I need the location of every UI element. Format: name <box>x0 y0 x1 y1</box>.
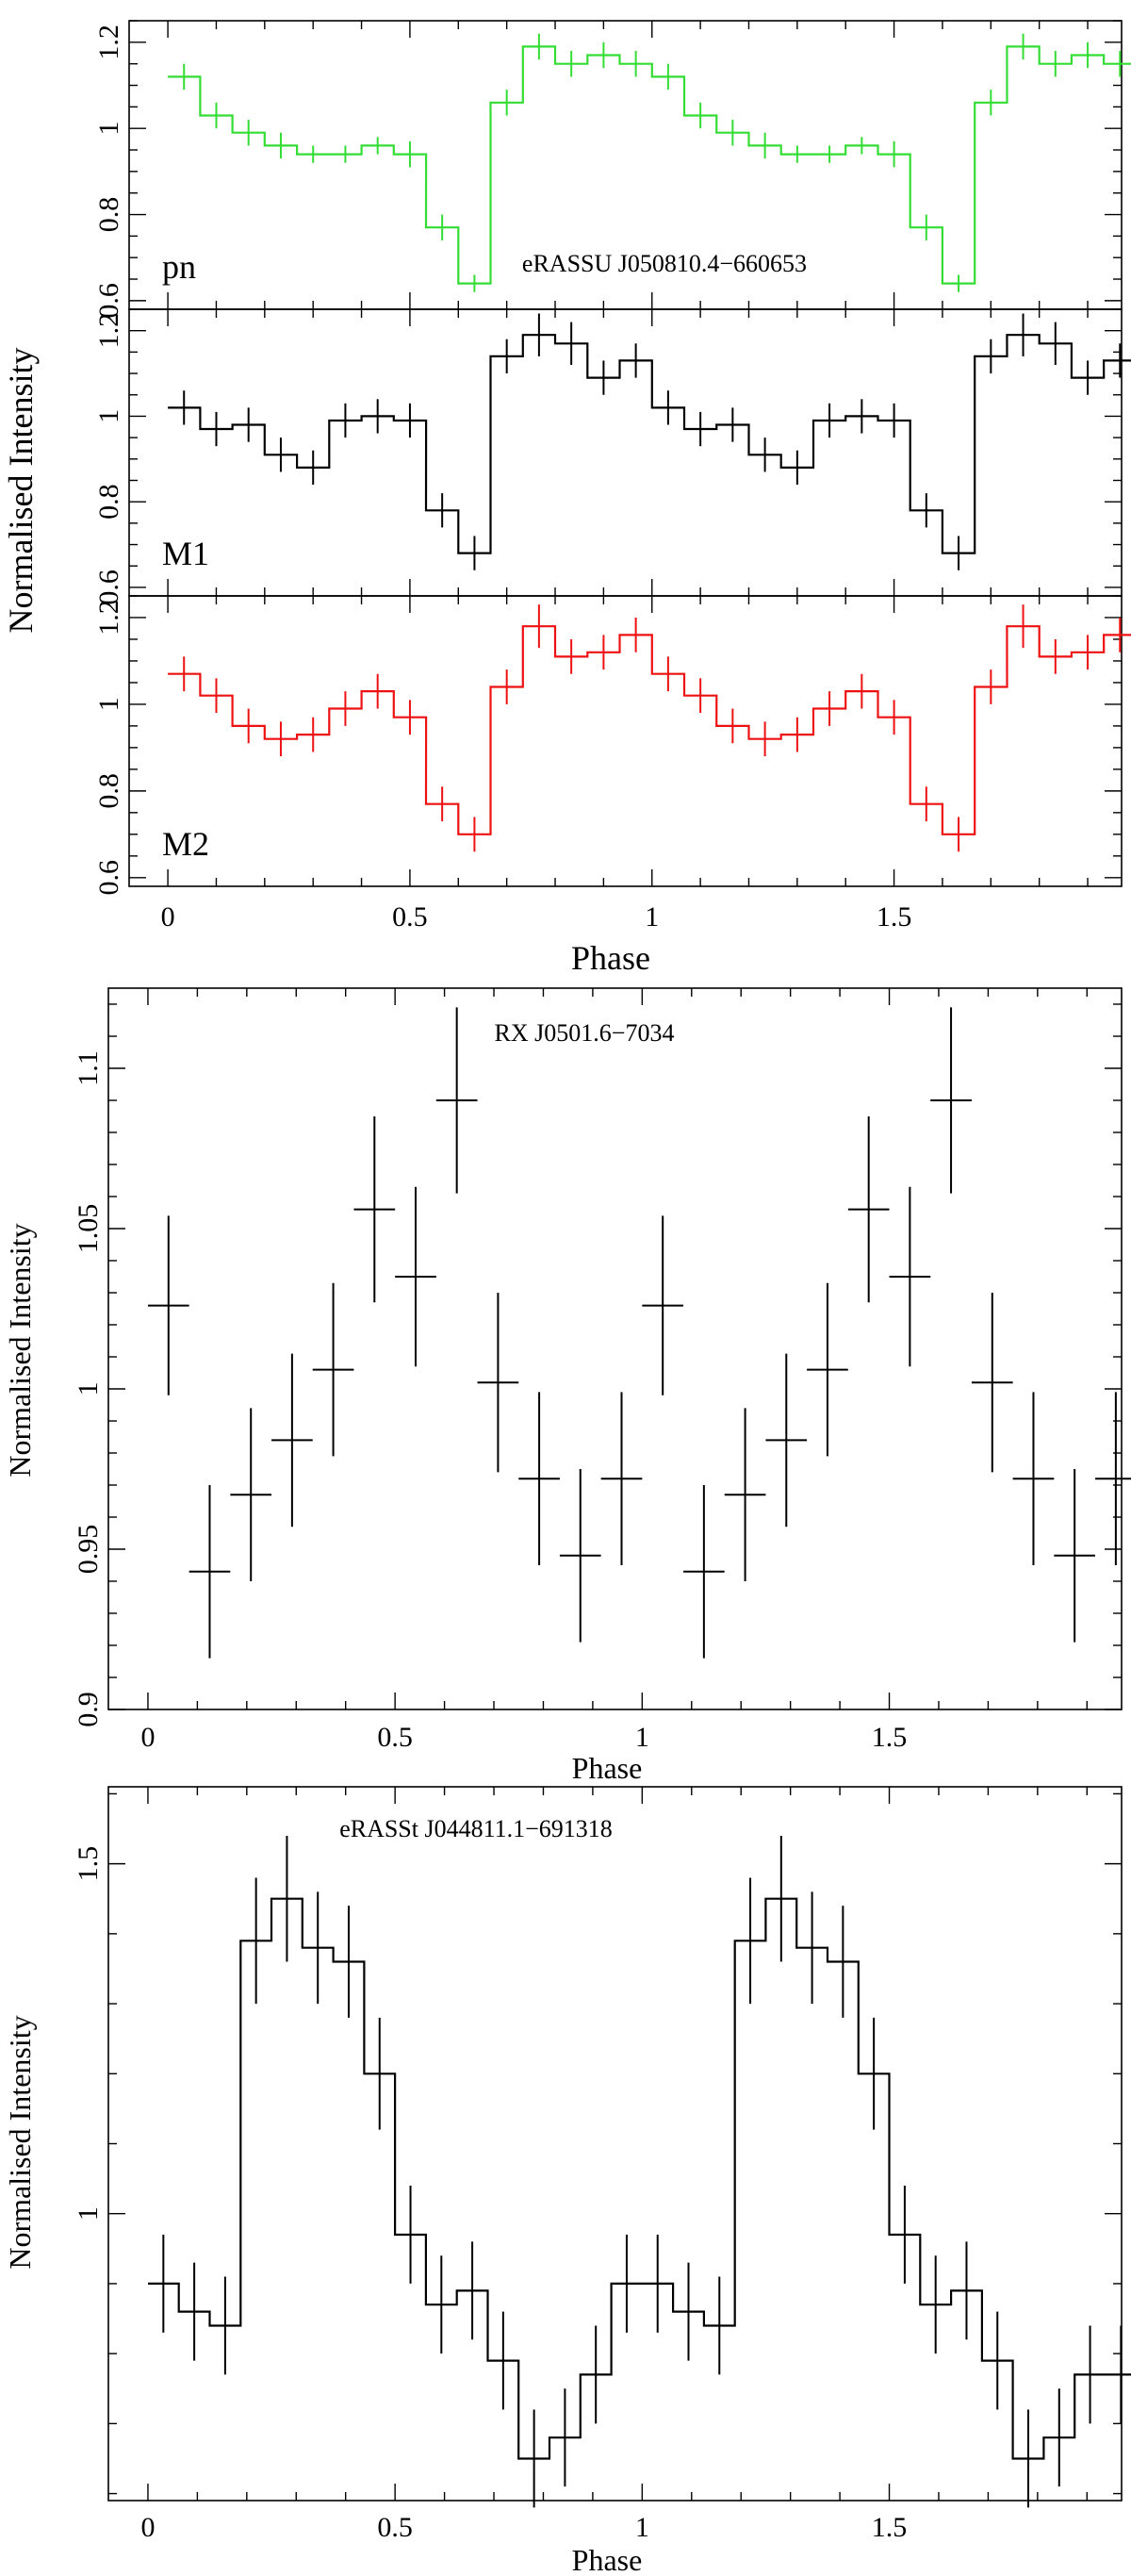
f1-pn-label: pn <box>162 248 196 286</box>
f1-pn-ytick-label: 0.8 <box>93 197 124 233</box>
f1-m1-label: M1 <box>162 535 209 572</box>
f1-m2-series-line <box>168 625 1131 835</box>
f1-m2-ytick-label: 1.2 <box>93 600 124 636</box>
f1-pn-ytick-label: 0.6 <box>93 283 124 319</box>
f2-y-axis-label: Normalised Intensity <box>3 1223 37 1477</box>
f3-x-axis-label: Phase <box>572 2543 643 2576</box>
f3-xtick-label: 1 <box>635 2512 649 2543</box>
f2-ytick-label: 1.05 <box>73 1204 104 1254</box>
f1-pn-ytick-label: 1 <box>93 122 124 136</box>
f3-series-line <box>148 1897 1131 2460</box>
f1-m2-ytick-label: 0.6 <box>93 860 124 896</box>
f1-m2-label: M2 <box>162 825 209 863</box>
f1-m2-ytick-label: 0.8 <box>93 773 124 809</box>
f3-title: eRASSt J044811.1−691318 <box>339 1815 613 1842</box>
f1-xtick-label: 1 <box>645 901 659 933</box>
f1-m1-ytick-label: 1.2 <box>93 313 124 349</box>
f3-y-axis-label: Normalised Intensity <box>3 2015 37 2269</box>
f1-pn-ytick-label: 1.2 <box>93 25 124 60</box>
figure-erassu-j050810: 0.6 0.8 1 1.2 pn 0.6 0.8 1 1.2 M1 0.6 0.8 1 1.2 M2 eRAS… <box>2 20 1131 977</box>
f3-ytick-label: 1 <box>73 2206 104 2221</box>
f2-xtick-label: 0.5 <box>377 1722 413 1753</box>
f1-m1-series-line <box>168 334 1131 554</box>
f1-pn-series-line <box>168 45 1131 285</box>
f2-title: RX J0501.6−7034 <box>495 1019 675 1047</box>
f2-frame <box>107 987 1123 1710</box>
f2-xtick-label: 1.5 <box>872 1722 908 1753</box>
f3-xtick-label: 0.5 <box>377 2512 413 2543</box>
figure-erasst-j044811: 1 1.5 eRASSt J044811.1−691318 0 0.5 1 1.5 Phase… <box>3 1786 1131 2576</box>
f1-m2-ytick-label: 1 <box>93 697 124 711</box>
f2-xtick-label: 1 <box>635 1722 649 1753</box>
f1-m1-ytick-label: 0.8 <box>93 484 124 520</box>
f1-m2-frame <box>128 595 1123 887</box>
f2-ytick-label: 1 <box>73 1382 104 1396</box>
f3-xtick-label: 0 <box>140 2512 155 2543</box>
f2-ytick-label: 0.95 <box>73 1525 104 1575</box>
f3-ytick-label: 1.5 <box>73 1846 104 1882</box>
f3-frame <box>107 1786 1123 2502</box>
f3-xtick-label: 1.5 <box>872 2512 908 2543</box>
f1-y-axis-label: Normalised Intensity <box>2 348 40 634</box>
f1-m1-ytick-label: 0.6 <box>93 570 124 605</box>
f1-xtick-label: 0.5 <box>392 901 428 933</box>
f1-m1-ytick-label: 1 <box>93 409 124 423</box>
f1-x-axis-label: Phase <box>571 939 650 977</box>
f1-xtick-label: 1.5 <box>877 901 912 933</box>
f2-x-axis-label: Phase <box>572 1751 643 1785</box>
f2-xtick-label: 0 <box>140 1722 155 1753</box>
f2-ytick-label: 1.1 <box>73 1050 104 1086</box>
f1-title: eRASSU J050810.4−660653 <box>522 250 807 277</box>
figure-rx-j0501: 0.9 0.95 1 1.05 1.1 RX J0501.6−7034 0 0.5 1 1.5 Ph… <box>3 987 1131 1785</box>
f1-xtick-label: 0 <box>161 901 175 933</box>
f2-ytick-label: 0.9 <box>73 1692 104 1727</box>
